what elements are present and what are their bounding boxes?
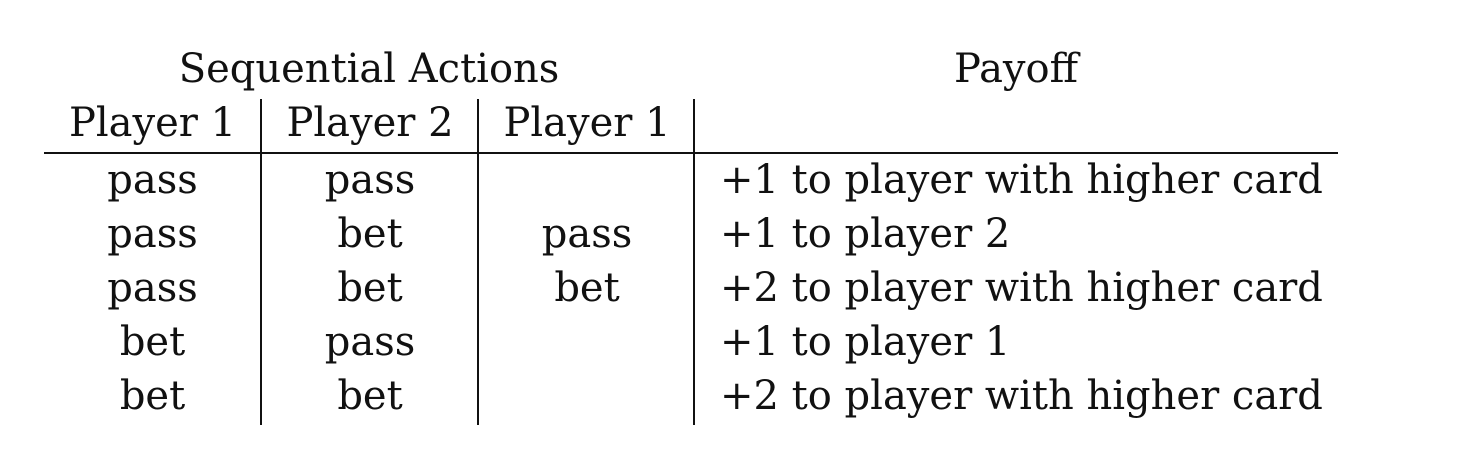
- player-2-action: pass: [324, 157, 416, 203]
- player-1-action: pass: [107, 157, 198, 203]
- player-1-second-action: pass: [541, 211, 633, 257]
- payoff-cell: +2 to player with higher card: [720, 373, 1323, 419]
- player-1-second-action: bet: [554, 265, 620, 311]
- player-1-second-action: [479, 153, 695, 207]
- player-1-second-action: [479, 369, 695, 423]
- payoff-header: Payoff: [953, 46, 1079, 92]
- player-1-action: bet: [119, 373, 186, 419]
- column-header-player-2: Player 2: [286, 100, 454, 146]
- player-2-action: bet: [337, 265, 403, 311]
- column-separator: [693, 99, 695, 425]
- player-1-action: bet: [119, 319, 186, 365]
- payoff-cell: +1 to player with higher card: [720, 157, 1323, 203]
- header-rule: [44, 152, 1338, 154]
- player-2-action: bet: [337, 373, 403, 419]
- payoff-cell: +1 to player 1: [720, 319, 1011, 365]
- payoff-cell: +1 to player 2: [720, 211, 1011, 257]
- player-2-action: pass: [324, 319, 416, 365]
- column-header-player-1-second: Player 1: [503, 100, 671, 146]
- player-1-action: pass: [107, 211, 198, 257]
- column-separator: [260, 99, 262, 425]
- sequential-actions-header: Sequential Actions: [178, 46, 560, 92]
- player-1-action: pass: [107, 265, 198, 311]
- column-header-player-1: Player 1: [68, 100, 237, 146]
- payoff-cell: +2 to player with higher card: [720, 265, 1323, 311]
- column-separator: [477, 99, 479, 425]
- player-1-second-action: [479, 315, 695, 369]
- player-2-action: bet: [337, 211, 403, 257]
